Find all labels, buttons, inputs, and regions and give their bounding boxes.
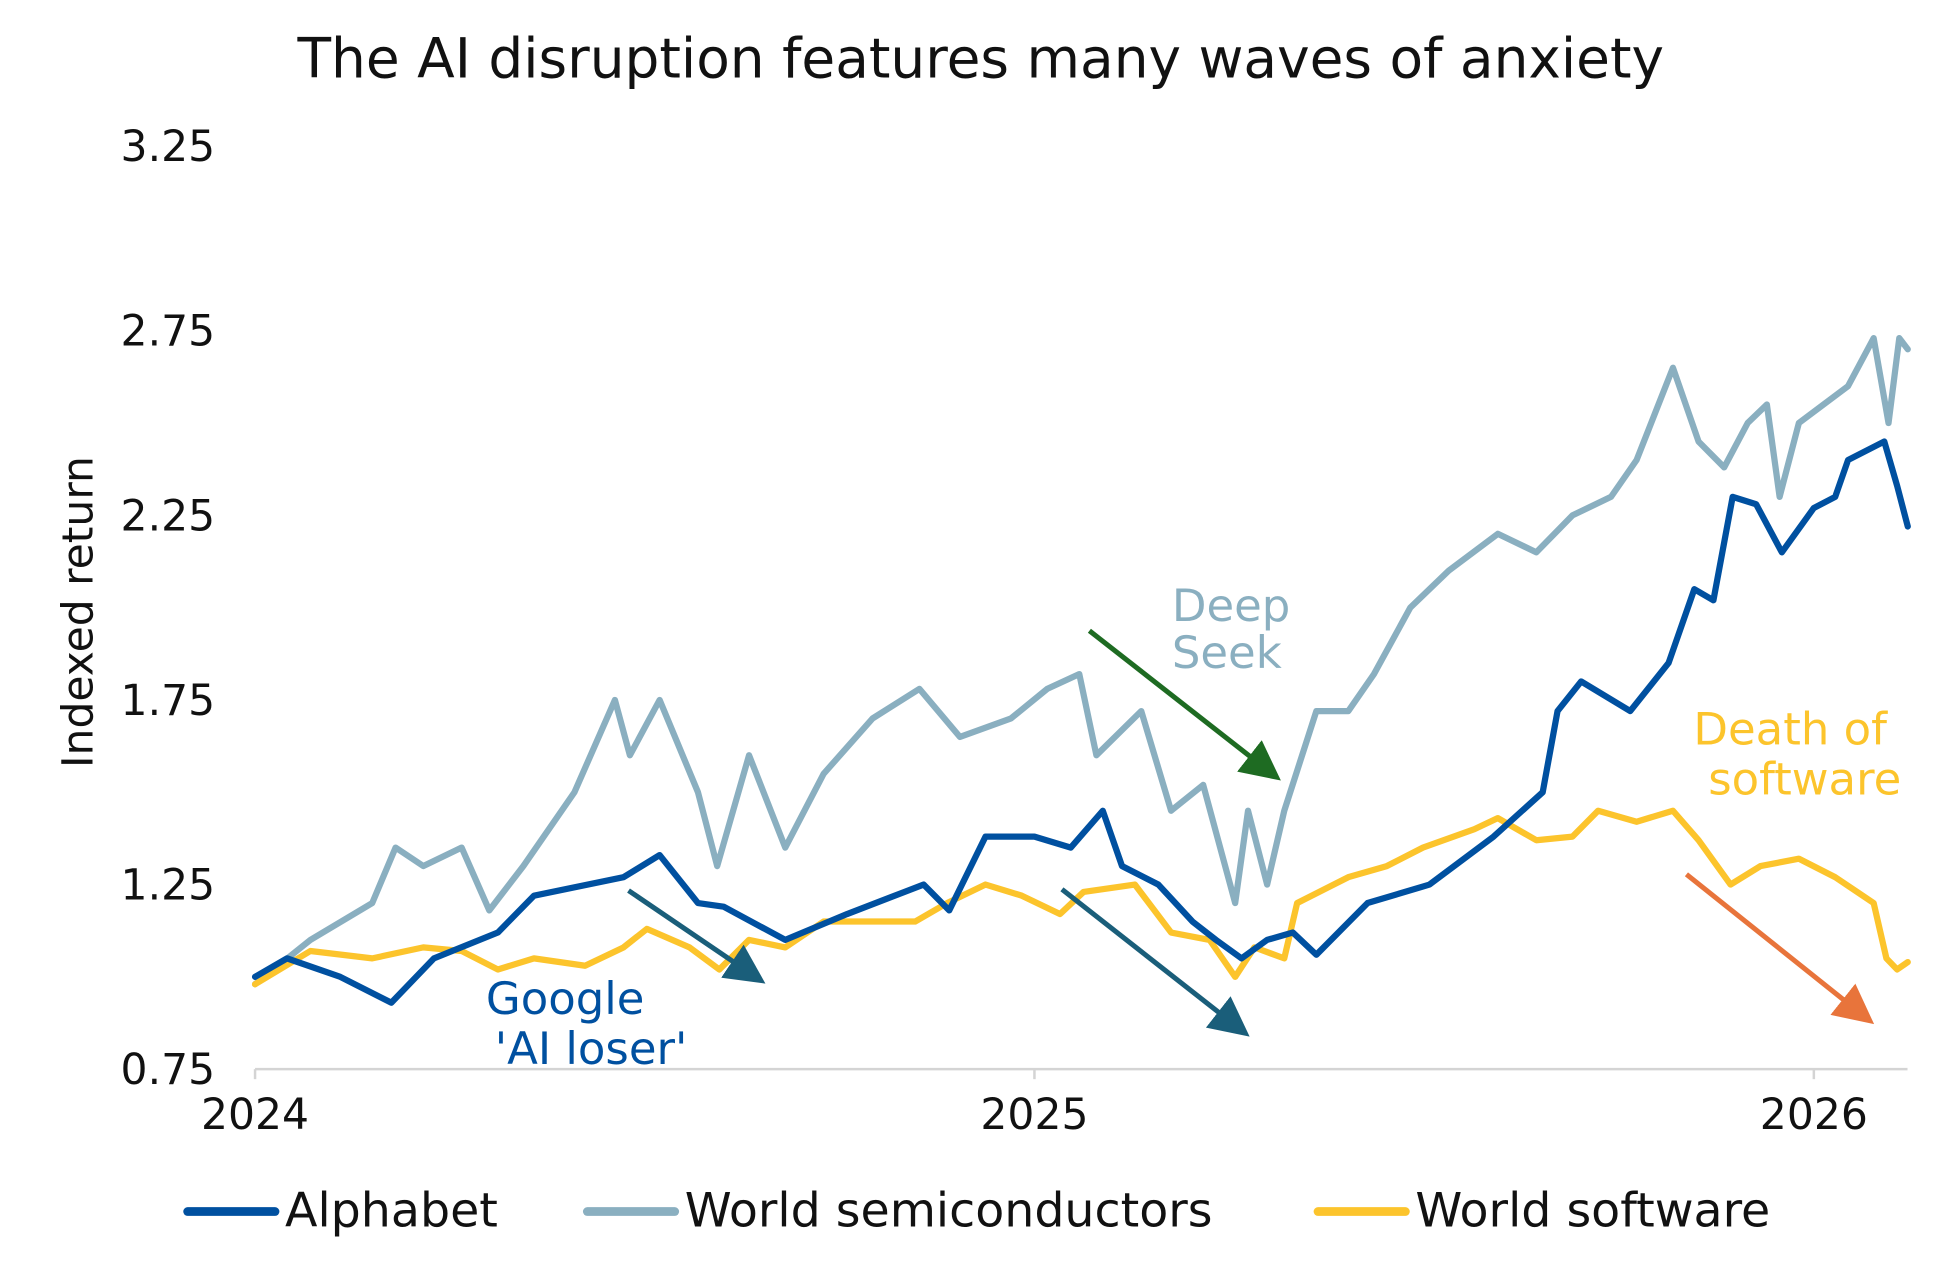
series-line-world-software	[251, 807, 1911, 988]
y-tick-label: 1.75	[121, 677, 216, 726]
series-line-world-semiconductors	[251, 334, 1911, 988]
annotation-deepseek: Deep Seek	[1172, 579, 1305, 679]
y-tick-label: 3.25	[121, 123, 216, 172]
legend-item: World semiconductors	[582, 1184, 1213, 1239]
legend-item: Alphabet	[183, 1184, 498, 1239]
arrow-deepseek	[1087, 628, 1281, 781]
x-tick-label: 2026	[1760, 1091, 1868, 1140]
x-axis: 2024 2025 2026	[201, 1069, 1868, 1140]
annotation-death-of-software: Death of software	[1693, 702, 1901, 805]
x-tick-label: 2024	[201, 1091, 309, 1140]
arrow-google-ai-loser	[627, 888, 766, 984]
legend-label: World semiconductors	[685, 1184, 1213, 1239]
legend-item: World software	[1313, 1184, 1770, 1239]
arrow-alphabet-2025	[1060, 887, 1250, 1037]
annotation-google: Google 'AI loser'	[486, 972, 687, 1075]
legend-label: Alphabet	[285, 1184, 498, 1239]
y-tick-label: 2.75	[121, 308, 216, 357]
chart-title: The AI disruption features many waves of…	[296, 26, 1664, 90]
series-lines	[251, 334, 1911, 1006]
y-tick-label: 1.25	[121, 862, 216, 911]
arrow-death-of-software	[1684, 872, 1875, 1025]
legend: Alphabet World semiconductors World softwa…	[183, 1184, 1770, 1239]
y-tick-label: 0.75	[121, 1046, 216, 1095]
y-axis: 0.75 1.25 1.75 2.25 2.75 3.25	[121, 123, 216, 1095]
x-tick-label: 2025	[980, 1091, 1088, 1140]
series-line-alphabet	[251, 438, 1911, 1006]
y-axis-label: Indexed return	[55, 456, 104, 768]
legend-label: World software	[1415, 1184, 1770, 1239]
y-tick-label: 2.25	[121, 492, 216, 541]
